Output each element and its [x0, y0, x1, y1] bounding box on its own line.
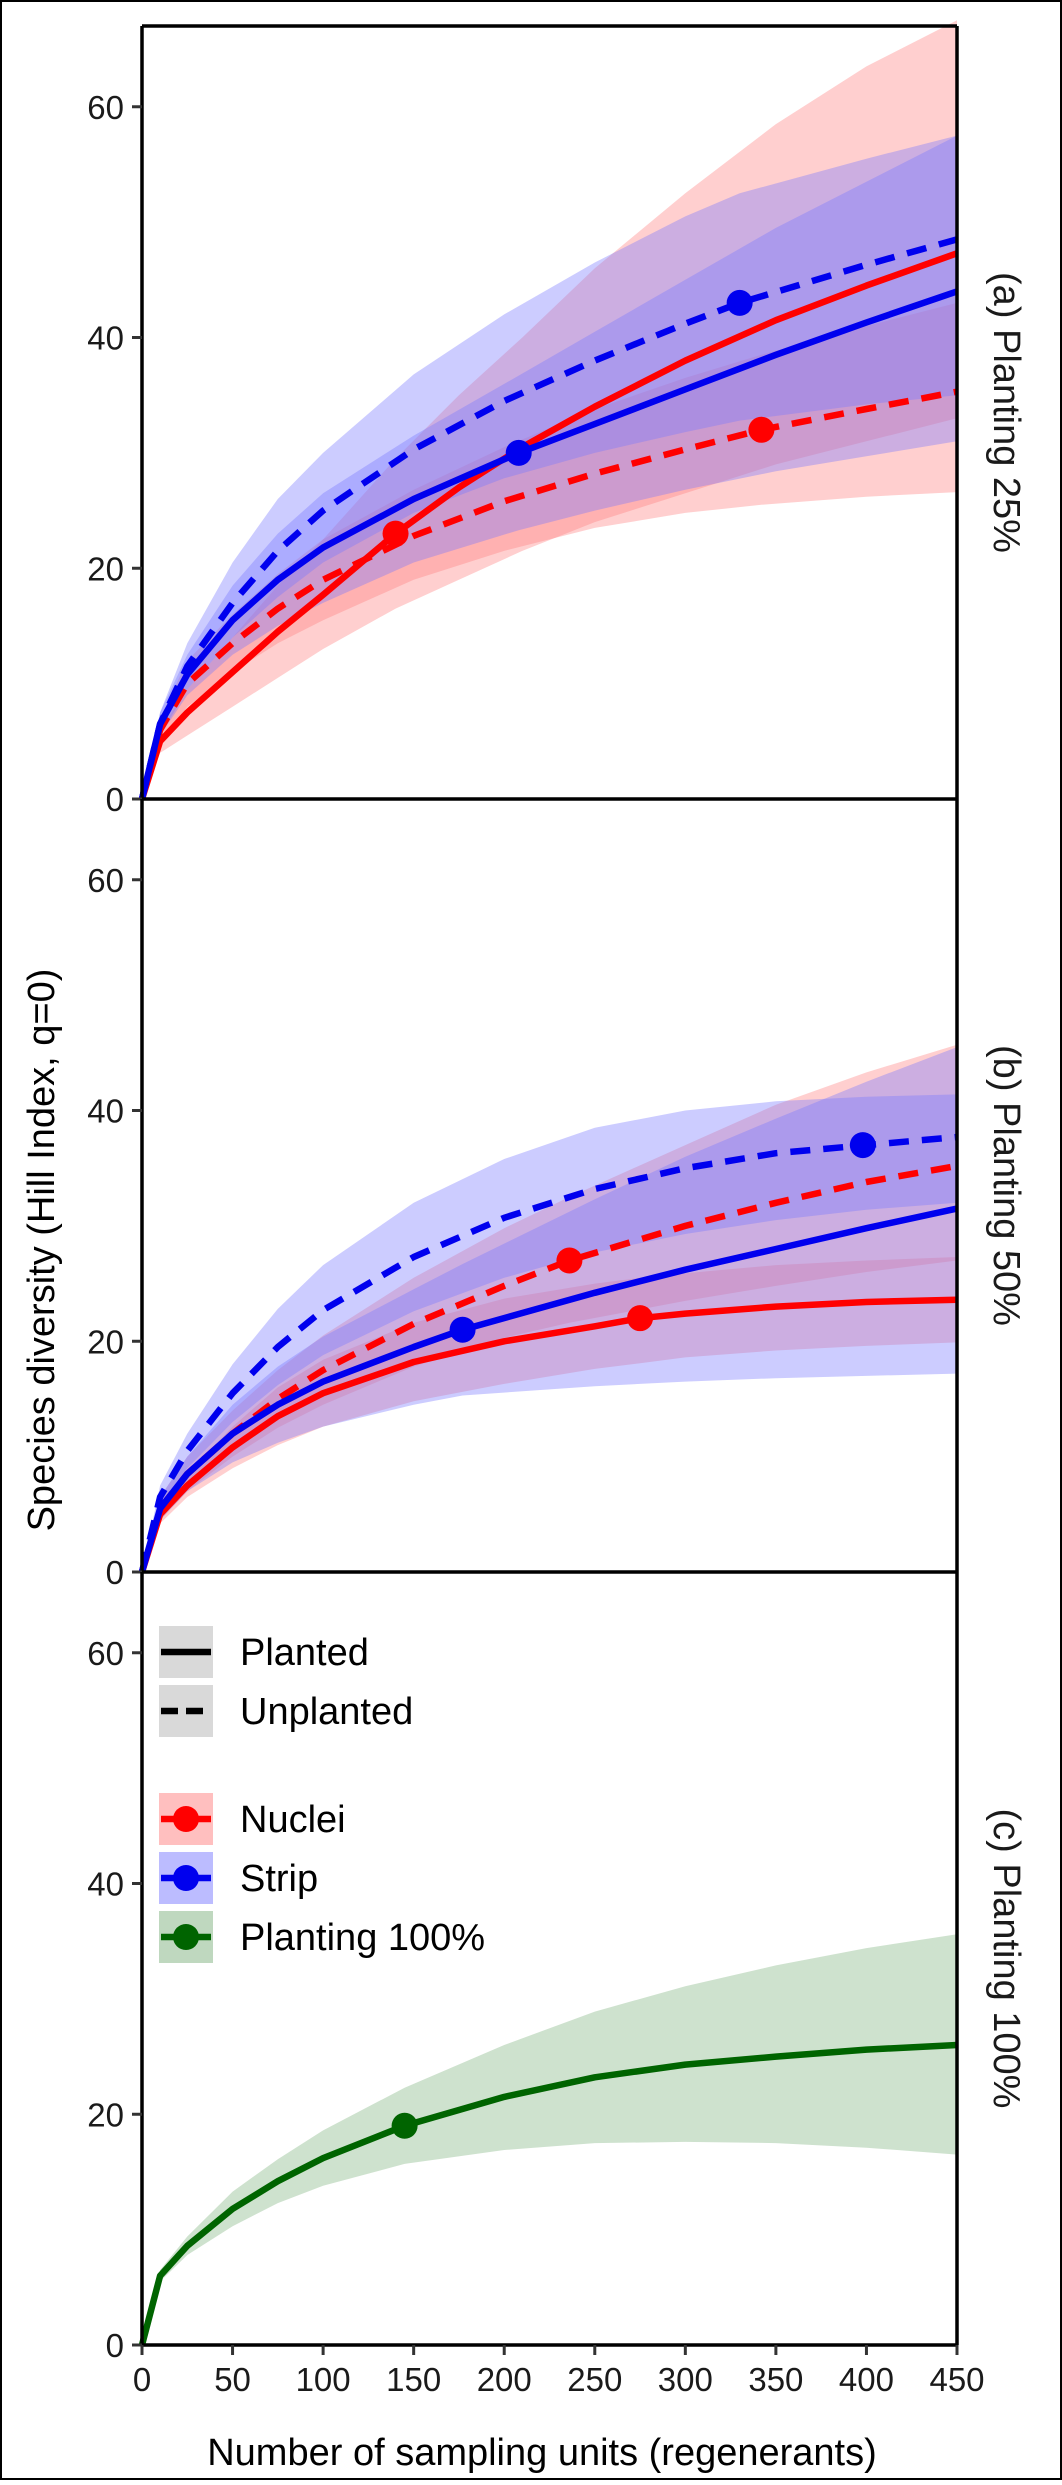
line-strip-planted [138, 288, 959, 800]
y-tick-label: 20 [87, 1323, 124, 1360]
legend-label-strip: Strip [240, 1858, 318, 1900]
legend: Planted Unplanted Nuclei Strip Planting 100% [159, 1626, 485, 1963]
observed-point-strip-planted [505, 439, 532, 466]
x-tick-label: 450 [929, 2361, 984, 2398]
ribbon-planting-100-planted [142, 1934, 957, 2345]
y-tick-label: 20 [87, 2096, 124, 2133]
x-tick-label: 250 [567, 2361, 622, 2398]
panel-strip-label: (b) Planting 50% [985, 1045, 1027, 1326]
panel-strip-label: (c) Planting 100% [985, 1809, 1027, 2109]
panel-1: 0 20 40 60 (a) Planting 25% [87, 20, 1027, 818]
line-strip-unplanted [138, 1133, 958, 1573]
x-tick-label: 200 [477, 2361, 532, 2398]
ribbon-nuclei-planted [142, 1257, 957, 1572]
legend-key-point-strip [173, 1865, 199, 1891]
legend-key-point-planting-100 [173, 1924, 199, 1950]
x-axis-title: Number of sampling units (regenerants) [207, 2432, 877, 2474]
legend-label-planting-100: Planting 100% [240, 1917, 485, 1959]
observed-point-nuclei-unplanted [556, 1247, 583, 1274]
x-tick-label: 350 [748, 2361, 803, 2398]
legend-label-unplanted: Unplanted [240, 1691, 413, 1733]
observed-point-nuclei-unplanted [748, 416, 775, 443]
x-tick-label: 150 [386, 2361, 441, 2398]
line-strip-unplanted [138, 236, 958, 800]
x-ticks: 0 50 100 150 200 250 300 350 400 450 [133, 2345, 985, 2398]
observed-point-planting-100-planted [391, 2112, 418, 2139]
x-tick-label: 300 [658, 2361, 713, 2398]
y-tick-label: 0 [106, 781, 124, 818]
legend-label-nuclei: Nuclei [240, 1799, 346, 1841]
y-tick-label: 40 [87, 320, 124, 357]
line-nuclei-planted [138, 250, 959, 800]
y-ticks-1: 0 20 40 60 [87, 89, 142, 818]
y-tick-label: 40 [87, 1093, 124, 1130]
y-tick-label: 0 [106, 2327, 124, 2364]
y-ticks-3: 0 20 40 60 [87, 1635, 142, 2364]
panel-frame-3 [140, 1572, 959, 2347]
panel-3: 0 20 40 60 (c) Planting 100% 0 50 100 150 200 250 3… [87, 1572, 1027, 2398]
panel-frame-2 [140, 799, 959, 1574]
x-tick-label: 50 [214, 2361, 251, 2398]
lines-2 [138, 1133, 958, 1573]
observed-point-nuclei-planted [382, 520, 409, 547]
ribbon-strip-unplanted [142, 1094, 957, 1572]
y-tick-label: 20 [87, 550, 124, 587]
y-tick-label: 0 [106, 1554, 124, 1591]
x-tick-label: 100 [296, 2361, 351, 2398]
panels-layer: 0 20 40 60 (a) Planting 25% 0 20 40 60 (b) Planti… [87, 20, 1027, 2398]
x-tick-label: 0 [133, 2361, 151, 2398]
y-axis-title: Species diversity (Hill Index, q=0) [21, 969, 63, 1532]
observed-point-strip-unplanted [726, 289, 753, 316]
legend-label-planted: Planted [240, 1632, 369, 1674]
y-tick-label: 60 [87, 862, 124, 899]
panel-2: 0 20 40 60 (b) Planting 50% [87, 799, 1027, 1591]
ribbon-strip-planted [142, 1047, 957, 1572]
legend-key-point-nuclei [173, 1806, 199, 1832]
line-strip-planted [138, 1205, 958, 1573]
observed-points-1 [382, 289, 775, 547]
y-tick-label: 60 [87, 1635, 124, 1672]
y-tick-label: 60 [87, 89, 124, 126]
panel-strip-label: (a) Planting 25% [985, 272, 1027, 553]
y-tick-label: 40 [87, 1866, 124, 1903]
x-tick-label: 400 [839, 2361, 894, 2398]
observed-point-nuclei-planted [627, 1305, 654, 1332]
observed-points-3 [391, 2112, 418, 2139]
y-ticks-2: 0 20 40 60 [87, 862, 142, 1591]
panel-frame-1 [140, 24, 959, 801]
observed-point-strip-unplanted [849, 1132, 876, 1159]
ribbon-nuclei-planted [142, 20, 957, 799]
line-nuclei-planted [138, 1296, 958, 1573]
observed-points-2 [449, 1132, 876, 1343]
observed-point-strip-planted [449, 1316, 476, 1343]
ribbons-3 [142, 1934, 957, 2345]
